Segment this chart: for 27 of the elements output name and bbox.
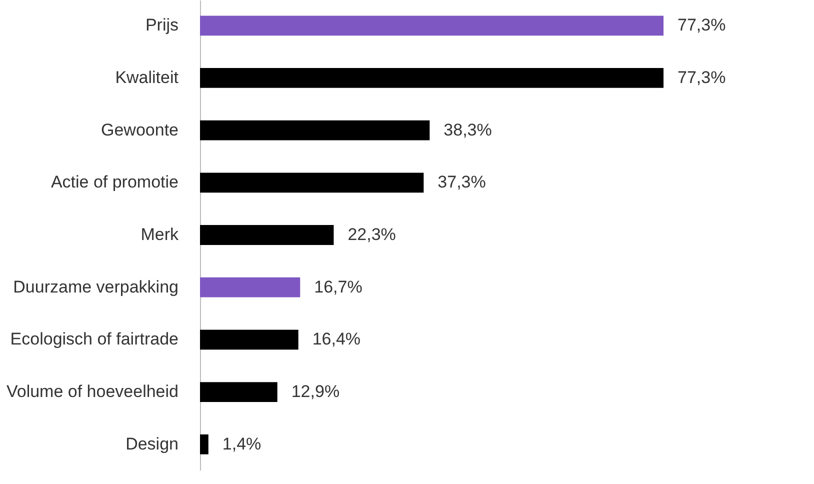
data-label: 16,4%	[312, 330, 361, 349]
data-label: 12,9%	[291, 382, 340, 402]
y-tick-label: Gewoonte	[101, 120, 178, 140]
y-tick-label: Ecologisch of fairtrade	[10, 330, 178, 349]
y-tick-label: Prijs	[145, 16, 178, 35]
data-label: 38,3%	[444, 120, 492, 140]
bar	[200, 277, 300, 298]
bar	[200, 172, 424, 193]
bar	[200, 16, 664, 36]
bar	[200, 434, 208, 454]
data-label: 16,7%	[314, 277, 362, 296]
bar	[200, 68, 664, 88]
bar	[200, 382, 278, 402]
bar	[200, 330, 298, 350]
y-tick-label: Actie of promotie	[50, 172, 178, 192]
y-tick-label: Design	[126, 434, 178, 454]
y-tick-label: Kwaliteit	[115, 68, 179, 87]
y-tick-label: Merk	[140, 225, 179, 244]
y-tick-label: Duurzame verpakking	[13, 277, 178, 296]
bar	[200, 225, 334, 245]
data-label: 77,3%	[678, 16, 726, 35]
data-label: 1,4%	[222, 434, 262, 454]
data-label: 77,3%	[678, 68, 726, 87]
data-label: 37,3%	[438, 172, 486, 192]
data-label: 22,3%	[348, 225, 396, 244]
bar	[200, 120, 430, 140]
y-tick-label: Volume of hoeveelheid	[6, 382, 178, 402]
